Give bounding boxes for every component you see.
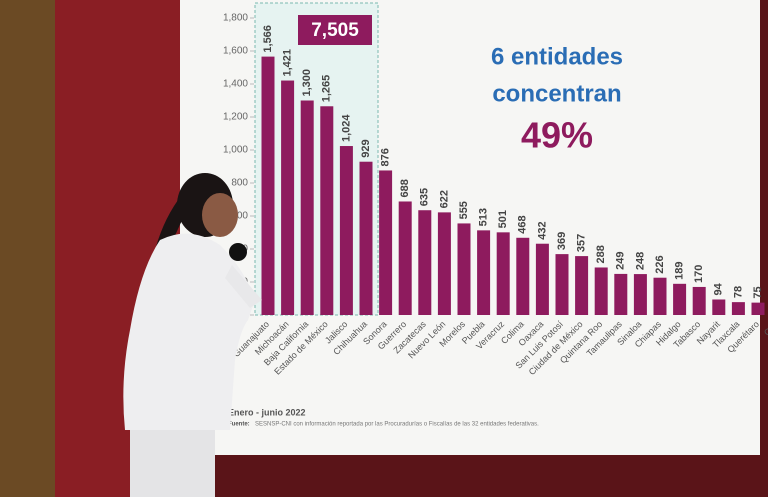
value-label: 501	[497, 210, 509, 228]
microphone	[229, 243, 247, 261]
y-tick-label: 600	[231, 211, 248, 222]
headline: 6 entidades	[491, 43, 623, 70]
value-label: 170	[693, 265, 705, 283]
value-label: 876	[380, 148, 392, 166]
bar	[555, 254, 569, 315]
y-tick-label: 1,600	[223, 46, 248, 57]
bar	[751, 302, 765, 315]
value-label: 622	[438, 190, 450, 208]
highlight-total: 7,505	[311, 20, 359, 41]
highlight-box	[254, 2, 379, 316]
value-label: 513	[478, 208, 490, 226]
value-label: 1,566	[262, 25, 274, 53]
value-label: 94	[713, 282, 725, 295]
bar	[379, 170, 393, 315]
bar	[496, 232, 510, 315]
bar	[594, 267, 608, 315]
bar	[457, 223, 471, 315]
total-box	[298, 15, 372, 45]
value-label: 432	[536, 221, 548, 239]
value-label: 468	[517, 215, 529, 233]
wall-ornament	[0, 0, 55, 497]
bar	[339, 146, 353, 315]
headline-share: 49%	[521, 115, 593, 156]
bar	[633, 274, 647, 315]
value-label: 555	[458, 201, 470, 219]
y-tick-label: 1,200	[223, 112, 248, 123]
bar	[712, 299, 726, 315]
value-label: 1,300	[301, 69, 313, 97]
bar	[300, 100, 314, 315]
value-label: 688	[399, 179, 411, 197]
presenter-face	[202, 193, 238, 237]
bar	[437, 212, 451, 315]
bar	[673, 283, 687, 315]
value-label: 78	[732, 286, 744, 298]
value-label: 1,265	[321, 75, 333, 103]
headline: concentran	[492, 80, 621, 107]
y-tick-label: 1,000	[223, 145, 248, 156]
bar	[320, 106, 334, 316]
presenter-legs	[130, 430, 215, 497]
source: SESNSP-CNI con información reportada por…	[255, 422, 539, 428]
presenter-arm	[225, 265, 262, 308]
y-tick-label: 800	[231, 178, 248, 189]
y-tick-label: 1,800	[223, 13, 248, 24]
value-label: 288	[595, 245, 607, 263]
value-label: 369	[556, 232, 568, 250]
bar	[535, 243, 549, 315]
bar	[261, 56, 275, 316]
bar	[398, 201, 412, 315]
bar	[281, 80, 295, 315]
bar	[692, 286, 706, 315]
bar	[731, 302, 745, 315]
value-label: 635	[419, 188, 431, 206]
period: Enero - junio 2022	[228, 407, 306, 417]
value-label: 249	[615, 252, 627, 270]
y-tick-label: 1,400	[223, 79, 248, 90]
bar	[653, 277, 667, 315]
value-label: 1,024	[340, 114, 352, 142]
bar	[575, 256, 589, 315]
value-label: 929	[360, 139, 372, 157]
value-label: 248	[634, 252, 646, 270]
bar	[614, 273, 628, 315]
bar	[516, 237, 530, 315]
value-label: 75	[752, 286, 764, 298]
value-label: 1,421	[282, 49, 294, 77]
presenter-body	[123, 233, 255, 430]
value-label: 357	[576, 234, 588, 252]
x-tick-label: Coa	[762, 319, 768, 338]
value-label: 226	[654, 255, 666, 273]
bar	[418, 210, 432, 315]
bar	[359, 161, 373, 315]
value-label: 189	[674, 261, 686, 279]
source-label: Fuente:	[228, 422, 250, 428]
bar	[477, 230, 491, 315]
